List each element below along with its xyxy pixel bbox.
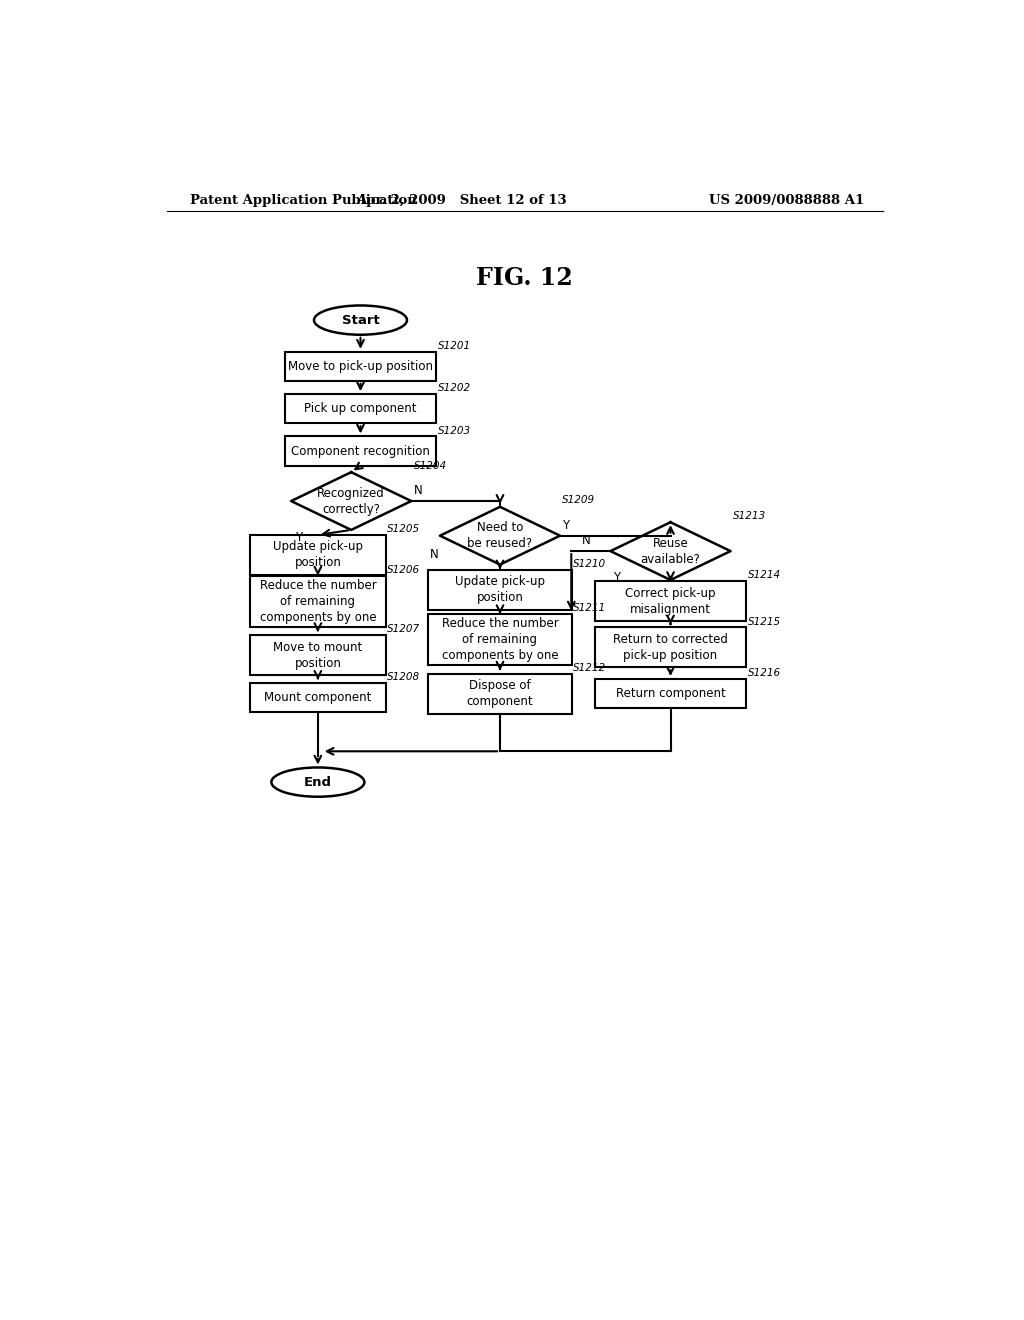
Ellipse shape <box>314 305 407 335</box>
Text: Component recognition: Component recognition <box>291 445 430 458</box>
Text: End: End <box>304 776 332 788</box>
Text: Return to corrected
pick-up position: Return to corrected pick-up position <box>613 632 728 661</box>
Text: Patent Application Publication: Patent Application Publication <box>190 194 417 207</box>
Ellipse shape <box>271 767 365 797</box>
Text: S1206: S1206 <box>387 565 421 576</box>
Text: Mount component: Mount component <box>264 690 372 704</box>
Polygon shape <box>610 523 730 579</box>
FancyBboxPatch shape <box>595 581 746 622</box>
FancyBboxPatch shape <box>428 673 571 714</box>
Text: Need to
be reused?: Need to be reused? <box>467 521 532 550</box>
Text: Dispose of
component: Dispose of component <box>467 678 534 708</box>
FancyBboxPatch shape <box>285 351 436 381</box>
FancyBboxPatch shape <box>285 437 436 466</box>
Text: Reuse
available?: Reuse available? <box>641 537 700 565</box>
FancyBboxPatch shape <box>250 682 386 711</box>
Text: S1204: S1204 <box>414 461 446 471</box>
Text: Y: Y <box>562 519 569 532</box>
Text: S1203: S1203 <box>437 425 471 436</box>
Text: Update pick-up
position: Update pick-up position <box>455 576 545 605</box>
Text: N: N <box>430 548 438 561</box>
Text: Reduce the number
of remaining
components by one: Reduce the number of remaining component… <box>259 578 376 623</box>
Text: S1216: S1216 <box>748 668 780 678</box>
Text: Correct pick-up
misalignment: Correct pick-up misalignment <box>626 586 716 615</box>
Text: S1212: S1212 <box>573 663 606 673</box>
Text: S1215: S1215 <box>748 616 780 627</box>
Text: Y: Y <box>612 570 620 583</box>
Text: S1202: S1202 <box>437 383 471 393</box>
Text: S1201: S1201 <box>437 341 471 351</box>
Text: Reduce the number
of remaining
components by one: Reduce the number of remaining component… <box>441 618 558 663</box>
Text: Y: Y <box>295 531 302 544</box>
Text: N: N <box>583 535 591 548</box>
FancyBboxPatch shape <box>250 576 386 627</box>
FancyBboxPatch shape <box>595 627 746 668</box>
Text: Start: Start <box>342 314 379 326</box>
Polygon shape <box>291 473 412 529</box>
Text: US 2009/0088888 A1: US 2009/0088888 A1 <box>709 194 864 207</box>
FancyBboxPatch shape <box>428 614 571 665</box>
FancyBboxPatch shape <box>250 635 386 675</box>
FancyBboxPatch shape <box>595 678 746 708</box>
Text: Recognized
correctly?: Recognized correctly? <box>317 487 385 516</box>
Text: S1208: S1208 <box>387 672 421 682</box>
Polygon shape <box>440 507 560 565</box>
Text: S1209: S1209 <box>562 495 596 506</box>
Text: FIG. 12: FIG. 12 <box>476 265 573 290</box>
FancyBboxPatch shape <box>428 570 571 610</box>
FancyBboxPatch shape <box>250 535 386 576</box>
Text: S1214: S1214 <box>748 570 780 581</box>
Text: S1207: S1207 <box>387 624 421 635</box>
Text: S1205: S1205 <box>387 524 421 535</box>
Text: N: N <box>414 484 422 498</box>
Text: Update pick-up
position: Update pick-up position <box>272 540 362 569</box>
Text: Apr. 2, 2009   Sheet 12 of 13: Apr. 2, 2009 Sheet 12 of 13 <box>356 194 566 207</box>
Text: Pick up component: Pick up component <box>304 403 417 416</box>
Text: S1210: S1210 <box>573 558 606 569</box>
FancyBboxPatch shape <box>285 395 436 424</box>
Text: Move to pick-up position: Move to pick-up position <box>288 360 433 372</box>
Text: S1213: S1213 <box>733 511 766 520</box>
Text: S1211: S1211 <box>573 603 606 614</box>
Text: Move to mount
position: Move to mount position <box>273 640 362 669</box>
Text: Return component: Return component <box>615 686 725 700</box>
